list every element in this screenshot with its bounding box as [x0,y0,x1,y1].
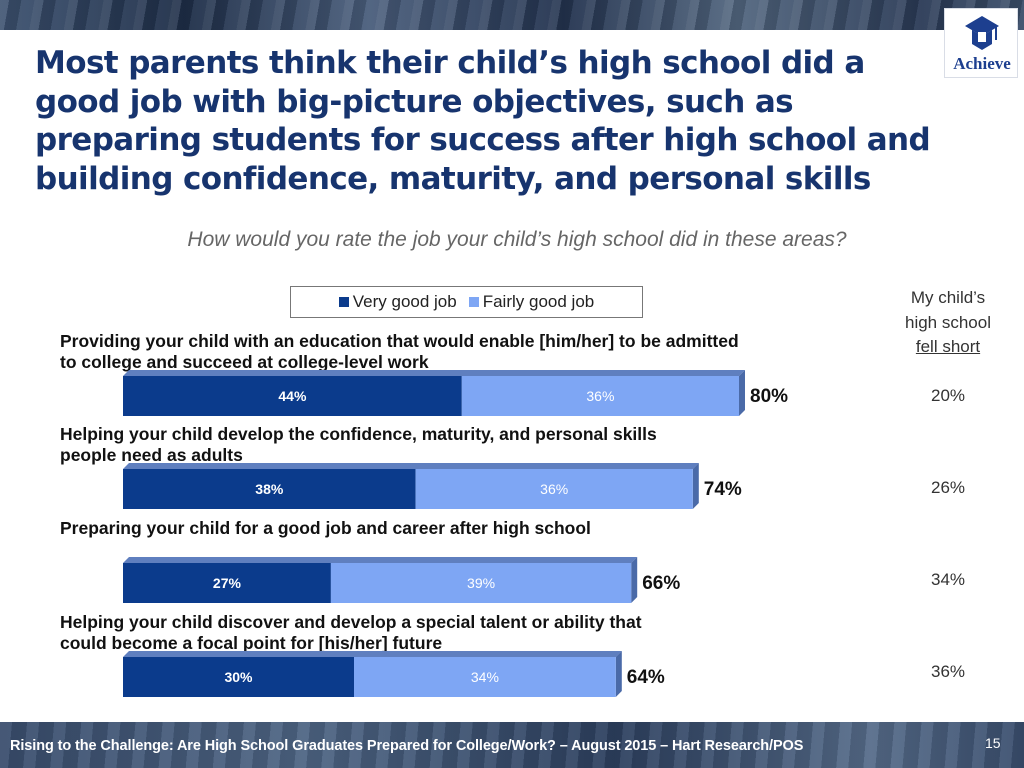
header-photo-strip [0,0,1024,30]
fell-short-header-line2: high school [904,312,991,332]
data-label-very-good-3: 27% [213,575,242,591]
bar-fairly-good-1 [461,376,739,416]
legend-label-fairly-good: Fairly good job [482,292,595,311]
data-label-fairly-good-1: 36% [586,388,614,404]
data-label-fairly-good-4: 34% [471,669,499,685]
bar-side-face-1 [739,370,745,416]
bar-very-good-1 [123,376,462,416]
total-label-1: 80% [750,386,788,407]
legend-item-fairly-good: Fairly good job [468,292,595,312]
fell-short-header: My child’s high school fell short [880,286,1016,360]
data-label-fairly-good-3: 39% [467,575,495,591]
total-label-3: 66% [642,573,680,594]
bar-top-face-1 [123,370,745,376]
total-label-2: 74% [704,479,742,500]
graduation-cap-icon [965,16,999,50]
category-label-2: Helping your child develop the confidenc… [60,424,657,465]
logo-text: Achieve [953,54,1011,73]
bar-top-face-4 [123,651,622,657]
fell-short-header-line3: fell short [915,337,981,356]
total-label-4: 64% [627,667,665,688]
bar-fairly-good-2 [415,469,693,509]
page-title: Most parents think their child’s high sc… [35,45,931,197]
page-number: 15 [985,735,1001,751]
footer-photo-strip [0,722,1024,768]
bar-side-face-2 [692,463,699,509]
chart-legend: Very good job Fairly good job [290,286,643,318]
chart-subtitle: How would you rate the job your child’s … [187,228,847,251]
bar-fairly-good-4 [354,657,616,697]
bar-fairly-good-3 [330,563,632,603]
footer-citation: Rising to the Challenge: Are High School… [10,738,804,754]
bar-very-good-2 [123,469,416,509]
fell-short-value-2: 26% [930,478,966,497]
category-label-4: Helping your child discover and develop … [60,612,642,653]
fell-short-value-4: 36% [930,662,966,681]
legend-label-very-good: Very good job [352,292,457,311]
legend-item-very-good: Very good job [338,292,457,312]
fell-short-value-3: 34% [930,570,966,589]
achieve-logo: Achieve [944,8,1018,78]
data-label-very-good-4: 30% [224,669,253,685]
fell-short-value-1: 20% [930,386,966,405]
bar-side-face-3 [631,557,638,603]
bar-very-good-3 [123,563,331,603]
data-label-very-good-1: 44% [278,388,307,404]
data-label-very-good-2: 38% [255,481,284,497]
bar-side-face-4 [615,651,622,697]
category-label-1: Providing your child with an education t… [60,331,739,372]
bar-very-good-4 [123,657,354,697]
bar-top-face-3 [123,557,638,563]
legend-swatch-fairly-good [468,297,479,307]
fell-short-header-line1: My child’s [910,288,986,307]
data-label-fairly-good-2: 36% [540,481,568,497]
legend-swatch-very-good [338,297,349,307]
bar-top-face-2 [123,463,699,469]
category-label-3: Preparing your child for a good job and … [60,518,591,538]
